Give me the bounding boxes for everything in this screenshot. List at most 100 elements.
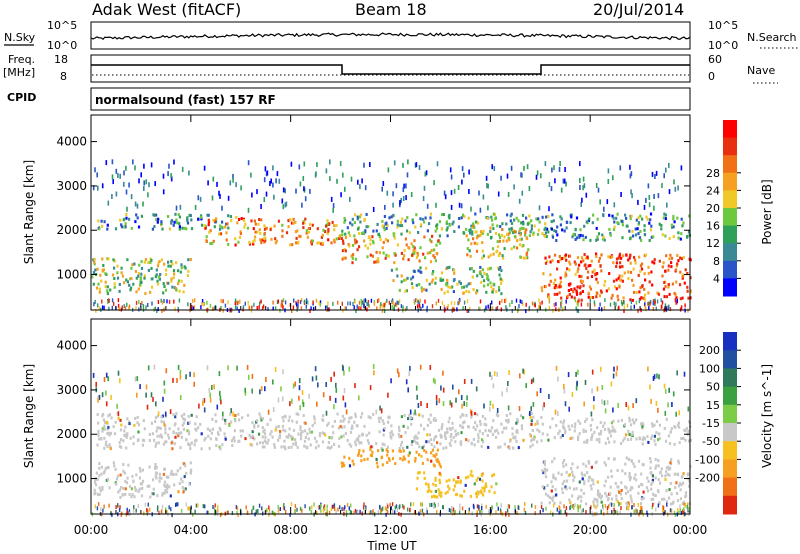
data-cell	[221, 443, 224, 447]
scatter-echo	[620, 192, 622, 197]
clutter-echo	[606, 510, 609, 515]
data-cell	[240, 434, 243, 438]
data-cell	[668, 292, 671, 296]
data-cell	[637, 491, 640, 495]
data-cell	[446, 427, 449, 431]
scatter-echo	[344, 402, 347, 408]
clutter-echo	[224, 303, 227, 308]
clutter-echo	[354, 508, 357, 513]
data-cell	[596, 426, 599, 430]
data-cell	[441, 213, 444, 217]
data-cell	[657, 464, 660, 468]
clutter-echo	[126, 510, 128, 515]
data-cell	[497, 254, 500, 257]
data-cell	[287, 435, 290, 439]
clutter-echo	[479, 509, 481, 514]
data-cell	[657, 478, 660, 481]
data-cell	[599, 264, 602, 268]
data-cell	[248, 240, 251, 244]
data-cell	[154, 471, 158, 475]
data-cell	[123, 429, 126, 433]
data-cell	[618, 252, 622, 256]
clutter-echo	[117, 503, 119, 508]
data-cell	[375, 442, 378, 446]
data-cell	[642, 463, 645, 467]
data-cell	[158, 479, 161, 483]
clutter-echo	[548, 305, 551, 310]
clutter-echo	[156, 507, 159, 512]
clutter-echo	[299, 300, 302, 305]
data-cell	[621, 279, 624, 283]
data-cell	[416, 253, 419, 257]
scatter-echo	[442, 401, 445, 407]
data-cell	[94, 480, 97, 484]
data-cell	[154, 463, 157, 466]
data-cell	[159, 427, 162, 430]
scatter-echo	[126, 206, 128, 212]
scatter-echo	[292, 383, 295, 389]
data-cell	[317, 241, 321, 245]
data-cell	[400, 232, 403, 236]
scatter-echo	[668, 189, 671, 195]
clutter-echo	[646, 512, 649, 517]
data-cell	[177, 490, 180, 494]
data-cell	[311, 239, 314, 243]
data-cell	[170, 469, 173, 473]
clutter-echo	[341, 507, 343, 512]
data-cell	[663, 497, 666, 501]
data-cell	[193, 443, 196, 447]
scatter-echo	[677, 185, 679, 191]
clutter-echo	[307, 300, 309, 305]
data-cell	[593, 497, 596, 501]
noise-search-label: N.Search	[747, 31, 797, 44]
data-cell	[499, 445, 502, 449]
data-cell	[328, 446, 332, 450]
data-cell	[154, 474, 157, 478]
data-cell	[342, 419, 345, 423]
clutter-echo	[370, 298, 373, 303]
scatter-echo	[301, 202, 303, 208]
clutter-echo	[363, 304, 365, 309]
data-cell	[92, 271, 95, 275]
data-cell	[571, 470, 574, 474]
data-cell	[568, 486, 571, 490]
data-cell	[381, 419, 384, 423]
data-cell	[492, 282, 495, 286]
data-cell	[125, 446, 128, 450]
clutter-echo	[620, 300, 623, 305]
data-cell	[432, 463, 435, 467]
scatter-echo	[170, 176, 173, 182]
scatter-echo	[496, 371, 498, 377]
data-cell	[125, 481, 129, 485]
data-cell	[297, 432, 300, 436]
data-cell	[227, 214, 230, 218]
data-cell	[446, 290, 449, 294]
data-cell	[681, 224, 684, 228]
data-cell	[513, 245, 516, 249]
scatter-echo	[179, 395, 182, 400]
clutter-echo	[111, 298, 114, 303]
data-cell	[516, 417, 519, 421]
scatter-echo	[523, 369, 526, 375]
data-cell	[327, 227, 330, 231]
data-cell	[452, 220, 455, 224]
data-cell	[250, 219, 253, 223]
data-cell	[646, 476, 649, 480]
data-cell	[365, 433, 368, 437]
data-cell	[650, 235, 653, 239]
data-cell	[464, 483, 467, 487]
data-cell	[158, 476, 161, 480]
data-cell	[584, 420, 587, 424]
data-cell	[156, 220, 159, 224]
data-cell	[519, 227, 522, 231]
data-cell	[617, 419, 620, 423]
data-cell	[109, 431, 113, 435]
data-cell	[219, 232, 223, 236]
scatter-echo	[218, 190, 220, 196]
clutter-echo	[309, 506, 311, 511]
clutter-echo	[364, 298, 366, 303]
data-cell	[371, 235, 374, 239]
scatter-echo	[402, 196, 405, 201]
data-cell	[483, 284, 486, 288]
clutter-echo	[488, 509, 490, 514]
